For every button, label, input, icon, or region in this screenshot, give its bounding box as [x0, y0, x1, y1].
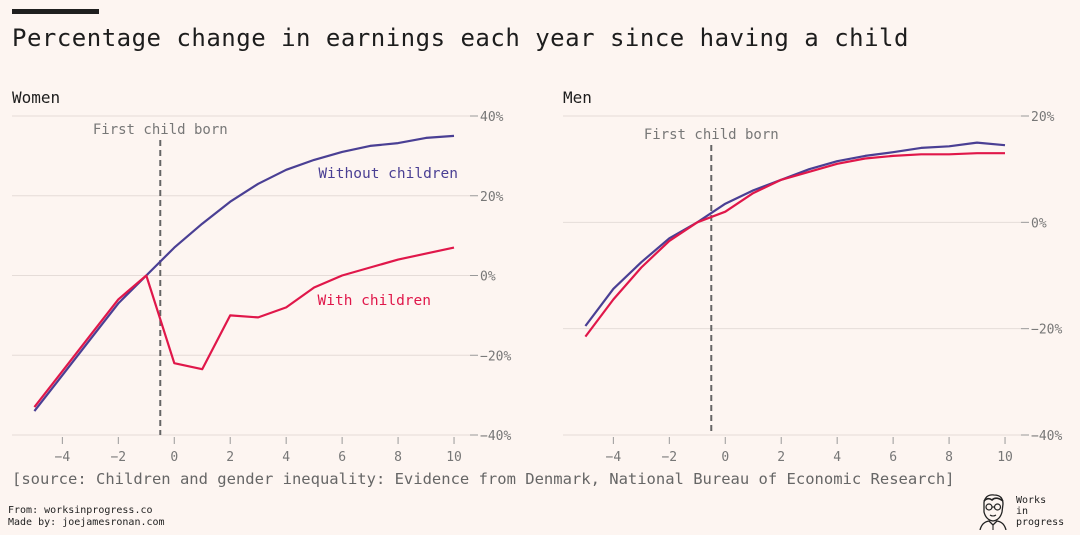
panel-title: Women — [12, 88, 60, 107]
series-line-with-children — [584, 152, 1005, 338]
credits: From: worksinprogress.co Made by: joejam… — [8, 505, 165, 529]
y-tick-label: 0% — [1031, 216, 1047, 231]
y-tick-label: 20% — [480, 190, 504, 205]
x-tick-label: 0 — [721, 450, 729, 465]
logo-line-1: Works — [1016, 495, 1047, 506]
series-line-without-children — [584, 141, 1006, 327]
first-child-born-label: First child born — [93, 122, 228, 138]
x-tick-label: 2 — [226, 450, 234, 465]
credits-from: From: worksinprogress.co — [8, 505, 165, 517]
works-in-progress-logo[interactable]: Works in progress — [978, 490, 1073, 532]
series-label-with-children: With children — [318, 293, 432, 309]
x-tick-label: −4 — [606, 450, 622, 465]
credits-made-link[interactable]: joejamesronan.com — [62, 517, 165, 528]
credits-from-link[interactable]: worksinprogress.co — [44, 505, 153, 516]
x-tick-label: 4 — [282, 450, 290, 465]
x-tick-label: −2 — [661, 450, 677, 465]
x-tick-label: 8 — [945, 450, 953, 465]
y-tick-label: 20% — [1031, 110, 1055, 125]
source-note: [source: Children and gender inequality:… — [12, 470, 955, 488]
x-tick-label: −4 — [55, 450, 71, 465]
x-tick-label: 4 — [833, 450, 841, 465]
x-tick-label: 6 — [338, 450, 346, 465]
x-tick-label: 6 — [889, 450, 897, 465]
credits-from-label: From: — [8, 505, 39, 516]
logo-line-2: in — [1016, 506, 1029, 517]
credits-made-label: Made by: — [8, 517, 57, 528]
logo-wordmark: Works in progress — [1016, 495, 1064, 528]
series-label-without-children: Without children — [318, 166, 458, 182]
x-tick-label: 10 — [997, 450, 1013, 465]
y-tick-label: −40% — [1031, 429, 1062, 444]
y-tick-label: 0% — [480, 270, 496, 285]
y-tick-label: −20% — [480, 349, 511, 364]
x-tick-label: 2 — [777, 450, 785, 465]
logo-line-3: progress — [1016, 517, 1065, 528]
x-tick-label: 8 — [394, 450, 402, 465]
credits-made-by: Made by: joejamesronan.com — [8, 517, 165, 529]
portrait-icon — [979, 494, 1007, 530]
x-tick-label: 0 — [170, 450, 178, 465]
x-tick-label: 10 — [446, 450, 462, 465]
series-line-with-children — [33, 246, 455, 408]
title-accent-bar — [12, 9, 99, 14]
x-tick-label: −2 — [110, 450, 126, 465]
y-tick-label: −40% — [480, 429, 511, 444]
y-tick-label: 40% — [480, 110, 504, 125]
series-line-without-children — [33, 134, 455, 412]
y-tick-label: −20% — [1031, 323, 1062, 338]
page-title: Percentage change in earnings each year … — [12, 24, 909, 52]
first-child-born-label: First child born — [644, 127, 779, 143]
panel-title: Men — [563, 88, 592, 107]
